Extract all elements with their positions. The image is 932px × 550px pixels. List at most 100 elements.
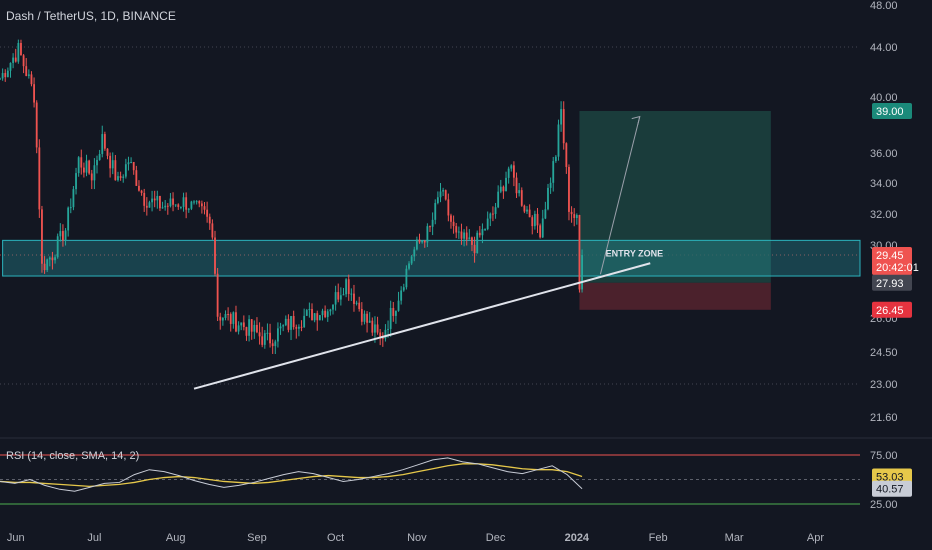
candle-body: [277, 328, 279, 342]
candle-body: [337, 292, 340, 300]
candle-body: [300, 326, 303, 328]
candle-body: [523, 205, 526, 212]
candle-body: [489, 213, 492, 219]
candle-body: [54, 257, 56, 261]
candle-body: [402, 287, 405, 291]
candle-body: [575, 215, 578, 219]
candle-body: [533, 213, 536, 227]
candle-body: [103, 134, 106, 149]
candle-body: [284, 318, 287, 326]
candle-body: [460, 231, 463, 239]
candle-body: [512, 165, 515, 178]
candle-body: [463, 232, 466, 239]
candle-body: [510, 165, 513, 169]
candle-body: [541, 218, 544, 238]
candle-body: [182, 197, 185, 207]
rsi-sma-badge-text: 53.03: [876, 472, 904, 484]
candle-body: [287, 318, 290, 330]
candle-body: [562, 109, 565, 144]
candle-body: [30, 74, 33, 85]
candle-body: [25, 66, 28, 76]
candle-body: [392, 307, 395, 316]
candle-body: [560, 109, 563, 125]
candle-body: [481, 229, 484, 236]
candle-body: [145, 205, 148, 208]
entry-badge-text: 27.93: [876, 278, 904, 290]
candle-body: [366, 313, 368, 323]
candle-body: [292, 316, 295, 328]
candle-body: [143, 192, 146, 206]
candle-body: [557, 124, 560, 157]
candle-body: [258, 332, 261, 337]
rsi-panel-title: RSI (14, close, SMA, 14, 2): [6, 450, 140, 462]
candle-body: [468, 237, 471, 240]
candle-body: [80, 157, 83, 168]
time-axis-label: Jun: [7, 532, 25, 544]
candle-body: [62, 231, 64, 241]
candle-body: [85, 160, 88, 173]
candle-body: [200, 203, 203, 207]
candle-body: [355, 302, 358, 304]
candle-body: [135, 170, 138, 186]
projection-arrow: [599, 116, 641, 275]
candle-body: [290, 316, 292, 330]
candle-body: [368, 320, 371, 323]
candle-body: [224, 313, 227, 318]
candle-body: [250, 319, 253, 332]
time-axis-label: Sep: [247, 532, 267, 544]
entry-zone-box: [2, 239, 861, 277]
rsi-sma-line: [0, 463, 583, 488]
candle-body: [549, 182, 552, 188]
candle-body: [266, 332, 269, 334]
candle-body: [274, 341, 277, 347]
candle-body: [27, 74, 30, 76]
candle-body: [77, 157, 80, 174]
candle-body: [138, 185, 140, 191]
candle-body: [358, 302, 361, 310]
candle-body: [242, 322, 245, 328]
candle-body: [22, 55, 25, 67]
candle-body: [64, 230, 67, 241]
candle-body: [494, 207, 497, 214]
candle-body: [161, 207, 164, 209]
candle-body: [476, 232, 479, 254]
candle-body: [211, 223, 214, 238]
candle-body: [531, 217, 534, 227]
candle-body: [263, 333, 266, 345]
candle-body: [195, 201, 198, 203]
candle-body: [174, 204, 177, 206]
price-tick-label: 32.00: [870, 209, 898, 221]
candle-body: [565, 143, 568, 167]
candle-body: [536, 213, 539, 226]
candle-body: [114, 160, 117, 181]
candle-body: [127, 162, 130, 165]
candle-body: [248, 319, 251, 336]
candle-body: [447, 199, 450, 216]
last-price-badge-text: 20:42:01: [876, 262, 919, 274]
price-tick-label: 23.00: [870, 379, 898, 391]
candle-body: [96, 159, 98, 166]
candle-body: [473, 244, 476, 254]
candle-body: [421, 240, 424, 243]
support-trendline: [193, 262, 651, 390]
rsi-sma-badge: [872, 468, 912, 485]
candle-body: [59, 231, 62, 237]
candle-body: [442, 190, 445, 192]
candle-body: [9, 62, 12, 71]
candle-body: [72, 189, 75, 208]
candle-body: [515, 177, 518, 194]
candle-body: [203, 206, 206, 210]
candle-body: [98, 153, 101, 160]
candle-body: [159, 195, 161, 209]
candle-body: [190, 201, 193, 209]
candle-body: [350, 293, 353, 295]
last-price-badge: [872, 247, 912, 276]
candle-body: [518, 190, 521, 194]
time-axis-label: 2024: [565, 532, 590, 544]
candle-body: [90, 173, 93, 181]
candle-body: [318, 315, 321, 321]
candle-body: [279, 326, 282, 329]
candle-body: [56, 236, 59, 258]
rsi-tick-label: 25.00: [870, 499, 898, 511]
